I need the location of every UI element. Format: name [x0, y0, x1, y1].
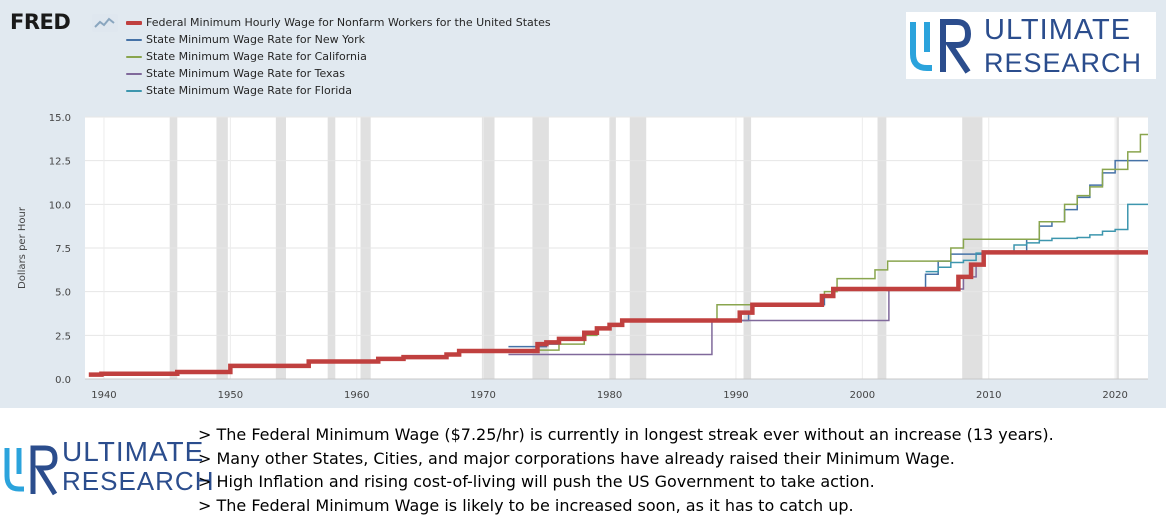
legend-swatch	[126, 55, 142, 58]
legend-swatch	[126, 20, 142, 25]
legend-label: State Minimum Wage Rate for California	[146, 50, 367, 63]
legend-swatch	[126, 72, 142, 75]
legend-item[interactable]: State Minimum Wage Rate for California	[126, 48, 551, 65]
brand-line2-bottom: RESEARCH	[62, 466, 215, 496]
x-tick-label: 1940	[91, 390, 116, 401]
legend-item[interactable]: State Minimum Wage Rate for Texas	[126, 65, 551, 82]
note-line: > Many other States, Cities, and major c…	[198, 448, 955, 468]
legend-label: State Minimum Wage Rate for New York	[146, 33, 365, 46]
x-tick-label: 2000	[850, 390, 875, 401]
commentary-notes: > The Federal Minimum Wage ($7.25/hr) is…	[198, 423, 1054, 517]
series-line-0	[88, 250, 1148, 377]
series-line-4	[925, 203, 1148, 273]
y-axis-label: Dollars per Hour	[17, 206, 28, 289]
legend-item[interactable]: Federal Minimum Hourly Wage for Nonfarm …	[126, 14, 551, 31]
legend-label: State Minimum Wage Rate for Florida	[146, 84, 353, 97]
brand-line1: ULTIMATE	[984, 14, 1132, 46]
y-tick-label: 7.5	[55, 244, 71, 255]
legend-item[interactable]: State Minimum Wage Rate for Florida	[126, 82, 551, 99]
legend-label: Federal Minimum Hourly Wage for Nonfarm …	[146, 16, 551, 29]
brand-line2: RESEARCH	[984, 48, 1143, 78]
x-tick-label: 1960	[344, 390, 369, 401]
legend-swatch	[126, 38, 142, 41]
ur-monogram-icon	[910, 19, 972, 74]
y-tick-label: 5.0	[55, 288, 71, 299]
y-tick-label: 0.0	[55, 375, 71, 386]
x-tick-label: 2010	[976, 390, 1001, 401]
y-tick-label: 15.0	[49, 113, 71, 124]
note-line: > High Inflation and rising cost-of-livi…	[198, 472, 875, 491]
legend-label: State Minimum Wage Rate for Texas	[146, 67, 345, 80]
x-tick-label: 1990	[723, 390, 748, 401]
legend-item[interactable]: State Minimum Wage Rate for New York	[126, 31, 551, 48]
ur-monogram-icon-bottom	[4, 445, 58, 496]
note-line: > The Federal Minimum Wage ($7.25/hr) is…	[198, 425, 1054, 444]
y-tick-label: 12.5	[49, 157, 71, 168]
fred-sparkline-icon	[92, 14, 118, 32]
ultimate-research-logo: ULTIMATE RESEARCH	[906, 12, 1156, 79]
legend-swatch	[126, 89, 142, 92]
x-tick-label: 2020	[1102, 390, 1127, 401]
chart-legend: Federal Minimum Hourly Wage for Nonfarm …	[126, 14, 551, 99]
x-tick-label: 1970	[470, 390, 495, 401]
x-tick-label: 1950	[218, 390, 243, 401]
fred-logo: FRED	[10, 10, 71, 34]
y-tick-label: 10.0	[49, 200, 71, 211]
note-line: > The Federal Minimum Wage is likely to …	[198, 495, 854, 515]
x-tick-label: 1980	[597, 390, 622, 401]
chart-plot: 0.0 2.5 5.0 7.5 10.0 12.5 15.0 1940 1950 1960 1970…	[17, 113, 1148, 401]
y-tick-label: 2.5	[55, 331, 71, 342]
ultimate-research-logo-bottom: ULTIMATE RESEARCH	[0, 438, 213, 498]
brand-line1-bottom: ULTIMATE	[62, 436, 205, 467]
